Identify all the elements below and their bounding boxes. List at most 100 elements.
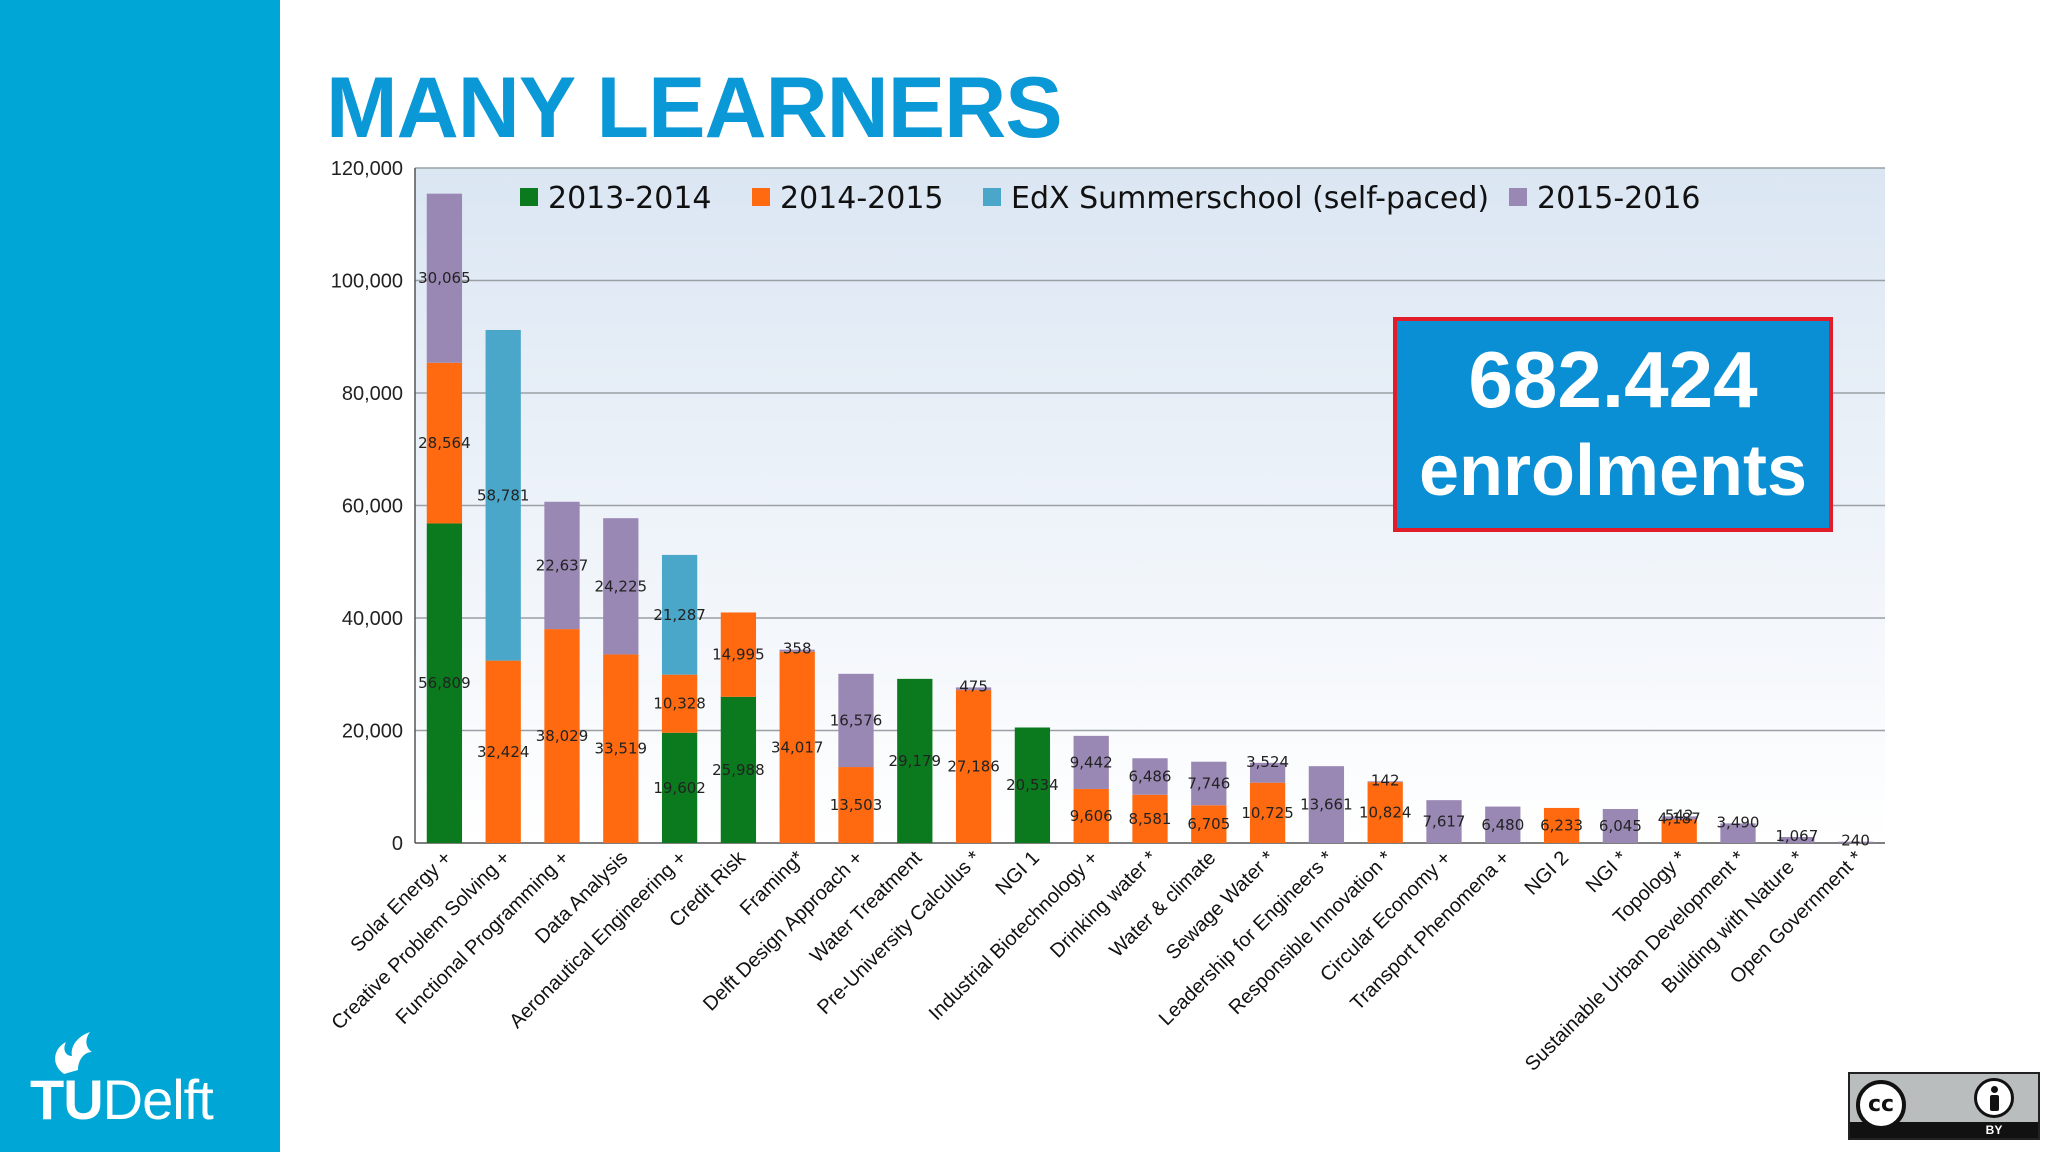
bar-segment [544, 501, 580, 630]
data-label: 14,995 [712, 646, 765, 664]
data-label: 3,490 [1717, 813, 1760, 831]
enrolments-callout: 682.424 enrolments [1393, 317, 1833, 532]
bar-segment [1661, 816, 1697, 820]
bar-segment [426, 523, 463, 843]
x-tick-label: Water & climate [1105, 847, 1220, 962]
y-tick-label: 120,000 [331, 158, 403, 180]
bar-segment [1191, 761, 1227, 806]
data-label: 25,988 [712, 761, 765, 779]
y-axis-ticks: 0 20,000 40,000 60,000 80,000 100,000 120,000 [331, 158, 403, 855]
bar-segment [838, 673, 874, 768]
data-label: 13,503 [830, 796, 883, 814]
bar-segment [1191, 805, 1227, 843]
bar-segment [720, 612, 757, 697]
data-label: 4,187 [1658, 809, 1701, 827]
bar-segment [1543, 807, 1580, 843]
bar-segment [720, 696, 757, 843]
bar-segment [544, 629, 580, 843]
cc-icon: cc [1856, 1080, 1906, 1130]
bar-segment [1602, 808, 1639, 843]
bar-segment [1720, 823, 1756, 843]
x-tick-label: Sewage Water * [1162, 847, 1279, 964]
y-tick-label: 20,000 [342, 721, 403, 743]
data-label: 240 [1841, 832, 1870, 850]
data-label: 21,287 [653, 606, 706, 624]
data-label: 30,065 [418, 269, 471, 287]
callout-number: 682.424 [1468, 334, 1758, 424]
data-label: 38,029 [536, 727, 589, 745]
data-label: 33,519 [595, 740, 648, 758]
legend-label: 2013-2014 [548, 181, 712, 216]
data-label: 6,705 [1187, 815, 1230, 833]
bar-segment [1367, 781, 1403, 783]
x-tick-label: Solar Energy + [346, 847, 456, 957]
data-label: 32,424 [477, 743, 530, 761]
data-label: 6,486 [1129, 767, 1172, 785]
callout-label: enrolments [1418, 430, 1808, 511]
bar-segment [1485, 806, 1521, 843]
gridlines [414, 167, 1885, 844]
y-tick-label: 100,000 [331, 271, 403, 293]
data-label: 22,637 [536, 556, 589, 574]
bar-segment [779, 649, 815, 652]
x-tick-label: NGI 1 [991, 847, 1044, 900]
side-bar: TUDelft [0, 0, 280, 1152]
bar-segment [838, 767, 874, 843]
bar-segment [1426, 800, 1462, 843]
bar-segment [485, 329, 521, 661]
bar-segment [955, 687, 992, 691]
bar-segment [1837, 841, 1874, 843]
legend: 2013-2014 2014-2015 EdX Summerschool (self… [520, 181, 1701, 216]
slide-title: MANY LEARNERS [326, 60, 1063, 156]
y-tick-label: 80,000 [342, 383, 403, 405]
data-label: 9,606 [1070, 807, 1113, 825]
bar-segment [1014, 727, 1051, 843]
data-label: 6,233 [1540, 816, 1583, 834]
data-label: 9,442 [1070, 753, 1113, 771]
x-tick-label: Drinking water * [1046, 847, 1162, 963]
bar-segment [661, 674, 698, 733]
legend-label: EdX Summerschool (self-paced) [1011, 181, 1489, 216]
data-label: 7,617 [1423, 813, 1466, 831]
data-labels: 56,809 28,564 30,065 32,424 58,781 38,029 22,6… [418, 269, 1870, 849]
y-tick-label: 60,000 [342, 496, 403, 518]
bar-segment [1132, 794, 1168, 843]
data-label: 8,581 [1129, 810, 1172, 828]
x-tick-label: NGI * [1582, 847, 1632, 897]
flame-icon [55, 1032, 92, 1074]
data-label: 142 [1371, 771, 1400, 789]
cc-by-license-badge[interactable]: cc BY [1848, 1072, 2040, 1140]
logo-text: TUDelft [30, 1068, 214, 1131]
person-icon [1974, 1078, 2014, 1118]
bar-segment [1779, 836, 1815, 843]
legend-label: 2015-2016 [1537, 181, 1701, 216]
legend-swatch [520, 188, 538, 206]
bar-segment [1132, 758, 1168, 795]
bar-segment [897, 678, 933, 843]
data-label: 34,017 [771, 738, 824, 756]
legend-swatch [752, 188, 770, 206]
bars [426, 193, 1874, 843]
data-label: 24,225 [595, 577, 648, 595]
data-label: 28,564 [418, 434, 471, 452]
bar-segment [1308, 766, 1345, 843]
data-label: 10,824 [1359, 804, 1412, 822]
bar-segment [1661, 819, 1697, 843]
y-tick-label: 0 [392, 833, 403, 855]
legend-swatch [1509, 188, 1527, 206]
bar-segment [603, 518, 639, 655]
y-tick-label: 40,000 [342, 608, 403, 630]
bar-segment [1367, 782, 1403, 843]
data-label: 27,186 [947, 758, 1000, 776]
legend-label: 2014-2015 [780, 181, 944, 216]
data-label: 6,480 [1481, 816, 1524, 834]
by-label: BY [1985, 1123, 2003, 1137]
bar-segment [485, 660, 521, 843]
data-label: 6,045 [1599, 817, 1642, 835]
bar-segment [779, 651, 815, 843]
bar-segment [1249, 762, 1286, 783]
logo-delft: Delft [102, 1068, 214, 1131]
bar-segment [1073, 788, 1109, 843]
bar-segment [1249, 782, 1286, 843]
